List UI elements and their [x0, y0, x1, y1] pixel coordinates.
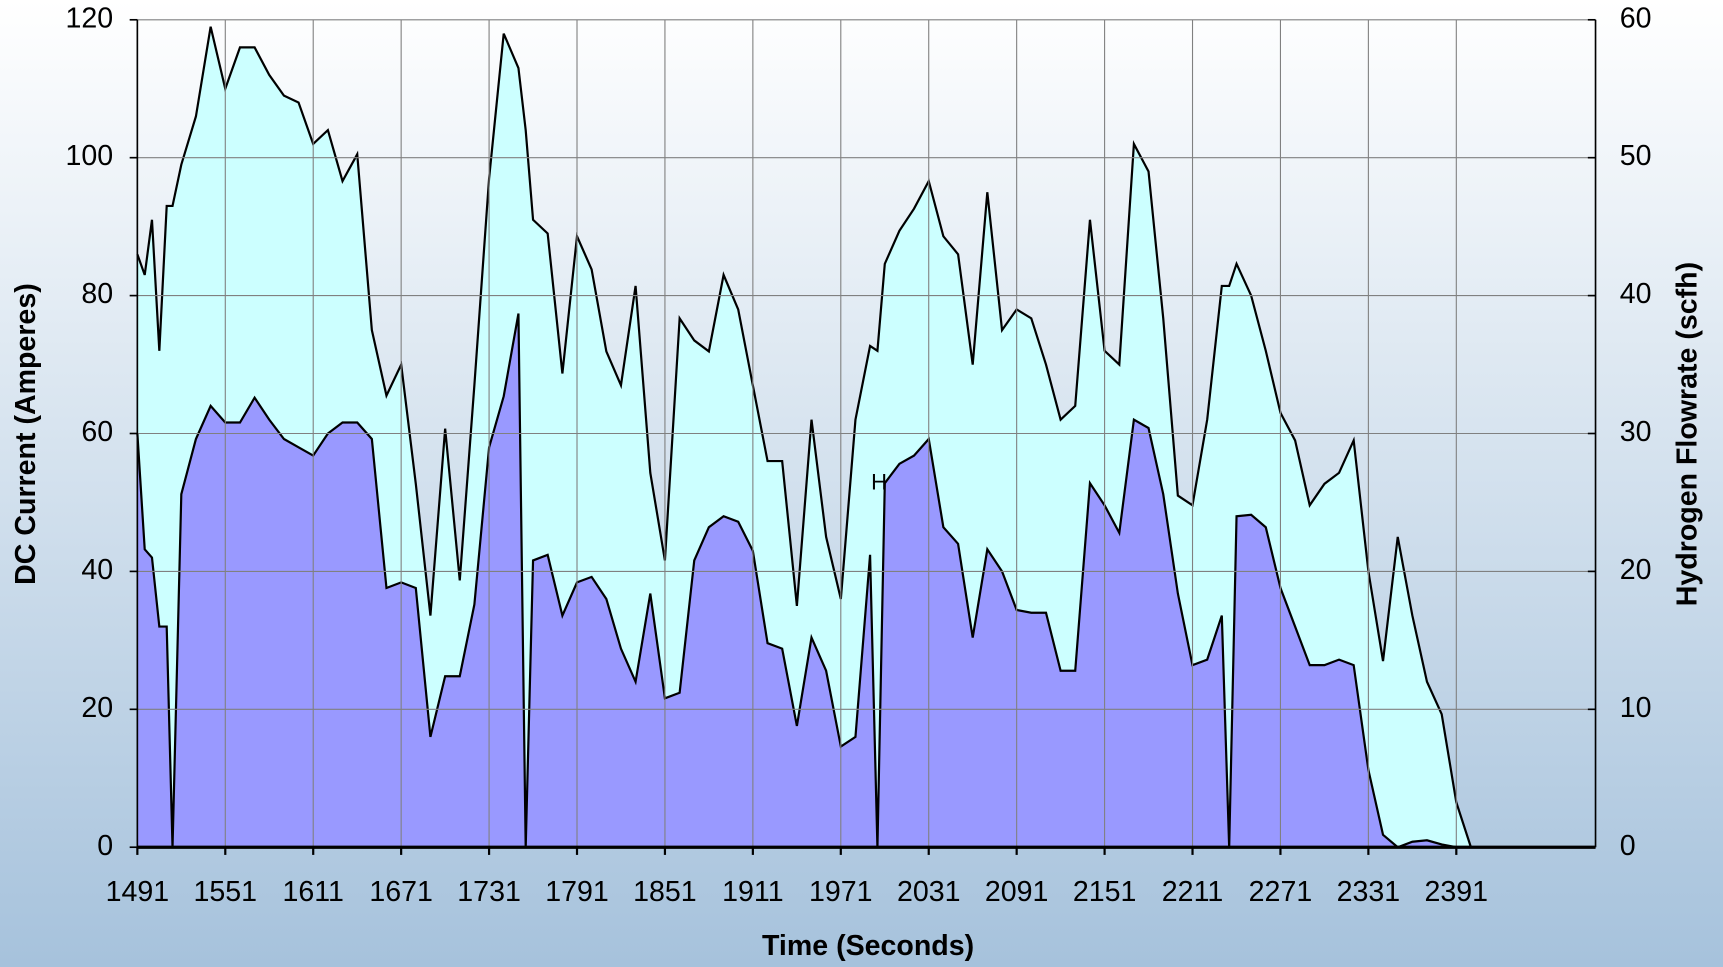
y-tick-label: 60	[81, 416, 113, 448]
x-tick-label: 2391	[1425, 876, 1489, 908]
y-tick-label: 80	[81, 278, 113, 310]
y-tick-label: 40	[81, 554, 113, 586]
area	[137, 313, 1596, 848]
line	[136, 26, 1596, 849]
y-tick-label: 20	[81, 692, 113, 724]
y2-axis-title: Hydrogen Flowrate (scfh)	[1671, 262, 1703, 606]
x-tick-label: 1791	[545, 876, 609, 908]
x-tick-label: 1851	[633, 876, 697, 908]
x-tick-label: 2271	[1249, 876, 1313, 908]
x-tick-label: 1731	[457, 876, 521, 908]
y-tick-label: 100	[66, 140, 114, 172]
x-tick-label: 2331	[1337, 876, 1401, 908]
x-tick-label: 2211	[1162, 876, 1223, 908]
y2-tick-label: 40	[1620, 278, 1652, 310]
y-tick-label: 120	[66, 2, 114, 34]
x-tick-label: 1611	[283, 876, 344, 908]
y2-tick-label: 50	[1620, 140, 1652, 172]
y2-tick-label: 20	[1620, 554, 1652, 586]
x-tick-label: 1551	[194, 876, 258, 908]
y2-tick-label: 10	[1620, 692, 1652, 724]
x-axis-title: Time (Seconds)	[762, 930, 974, 962]
x-tick-label: 2031	[897, 876, 961, 908]
y-axis-title: DC Current (Amperes)	[10, 283, 42, 585]
y2-tick-label: 0	[1620, 830, 1636, 862]
x-tick-label: 2151	[1073, 876, 1137, 908]
annotation: H	[871, 469, 887, 494]
x-tick-label: 1671	[369, 876, 433, 908]
y2-tick-label: 30	[1620, 416, 1652, 448]
x-tick-label: 1911	[722, 876, 783, 908]
y-tick-label: 0	[97, 830, 113, 862]
line	[136, 313, 1596, 849]
x-tick-label: 1971	[809, 876, 873, 908]
x-tick-label: 1491	[106, 876, 170, 908]
y2-tick-label: 60	[1620, 2, 1652, 34]
x-tick-label: 2091	[985, 876, 1049, 908]
